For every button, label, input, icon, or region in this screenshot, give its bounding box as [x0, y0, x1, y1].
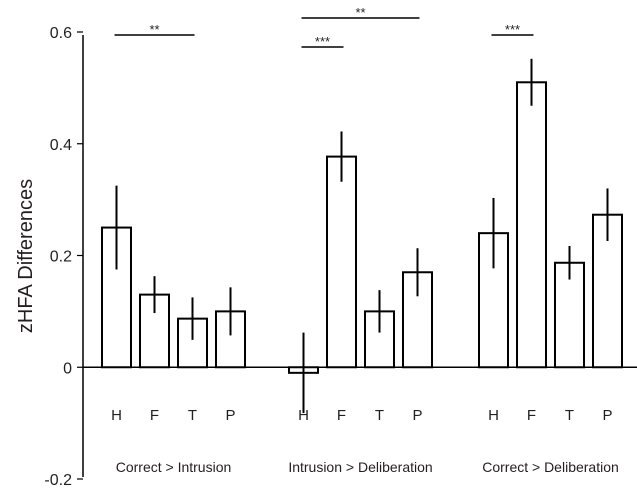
significance-label: ***: [315, 34, 330, 49]
y-axis-label: zHFA Differences: [15, 179, 37, 333]
group-label: Correct > Deliberation: [482, 459, 619, 475]
bar: [215, 310, 246, 369]
x-tick-label: P: [602, 407, 612, 424]
group-label: Correct > Intrusion: [116, 459, 232, 475]
bar-group: H F T P Correct > Intrusion **: [101, 22, 246, 475]
y-tick-label: 0.4: [50, 137, 72, 154]
bar: [364, 310, 395, 369]
bar-groups: H F T P Correct > Intrusion ** H F T P Intrusion >…: [101, 5, 623, 475]
x-tick-label: H: [298, 407, 309, 424]
x-tick-label: F: [527, 407, 536, 424]
bar-group: H F T P Correct > Deliberation ***: [478, 22, 623, 475]
y-tick-label: 0: [63, 360, 72, 377]
significance-label: ***: [505, 22, 520, 37]
bar: [326, 155, 357, 369]
x-tick-label: P: [225, 407, 235, 424]
y-ticks: 0.6 0.4 0.2 0 -0.2: [44, 25, 83, 489]
group-label: Intrusion > Deliberation: [288, 459, 432, 475]
x-tick-label: F: [150, 407, 159, 424]
x-tick-label: T: [565, 407, 574, 424]
x-tick-label: H: [111, 407, 122, 424]
x-tick-label: H: [488, 407, 499, 424]
significance-label: **: [149, 22, 159, 37]
significance-label: **: [355, 5, 365, 20]
x-tick-label: T: [188, 407, 197, 424]
bar: [516, 81, 547, 369]
y-tick-label: 0.2: [50, 249, 72, 266]
y-tick-label: 0.6: [50, 25, 72, 42]
x-tick-label: P: [412, 407, 422, 424]
x-tick-label: F: [337, 407, 346, 424]
bar: [139, 293, 170, 369]
y-tick-label: -0.2: [44, 472, 72, 489]
x-tick-label: T: [375, 407, 384, 424]
